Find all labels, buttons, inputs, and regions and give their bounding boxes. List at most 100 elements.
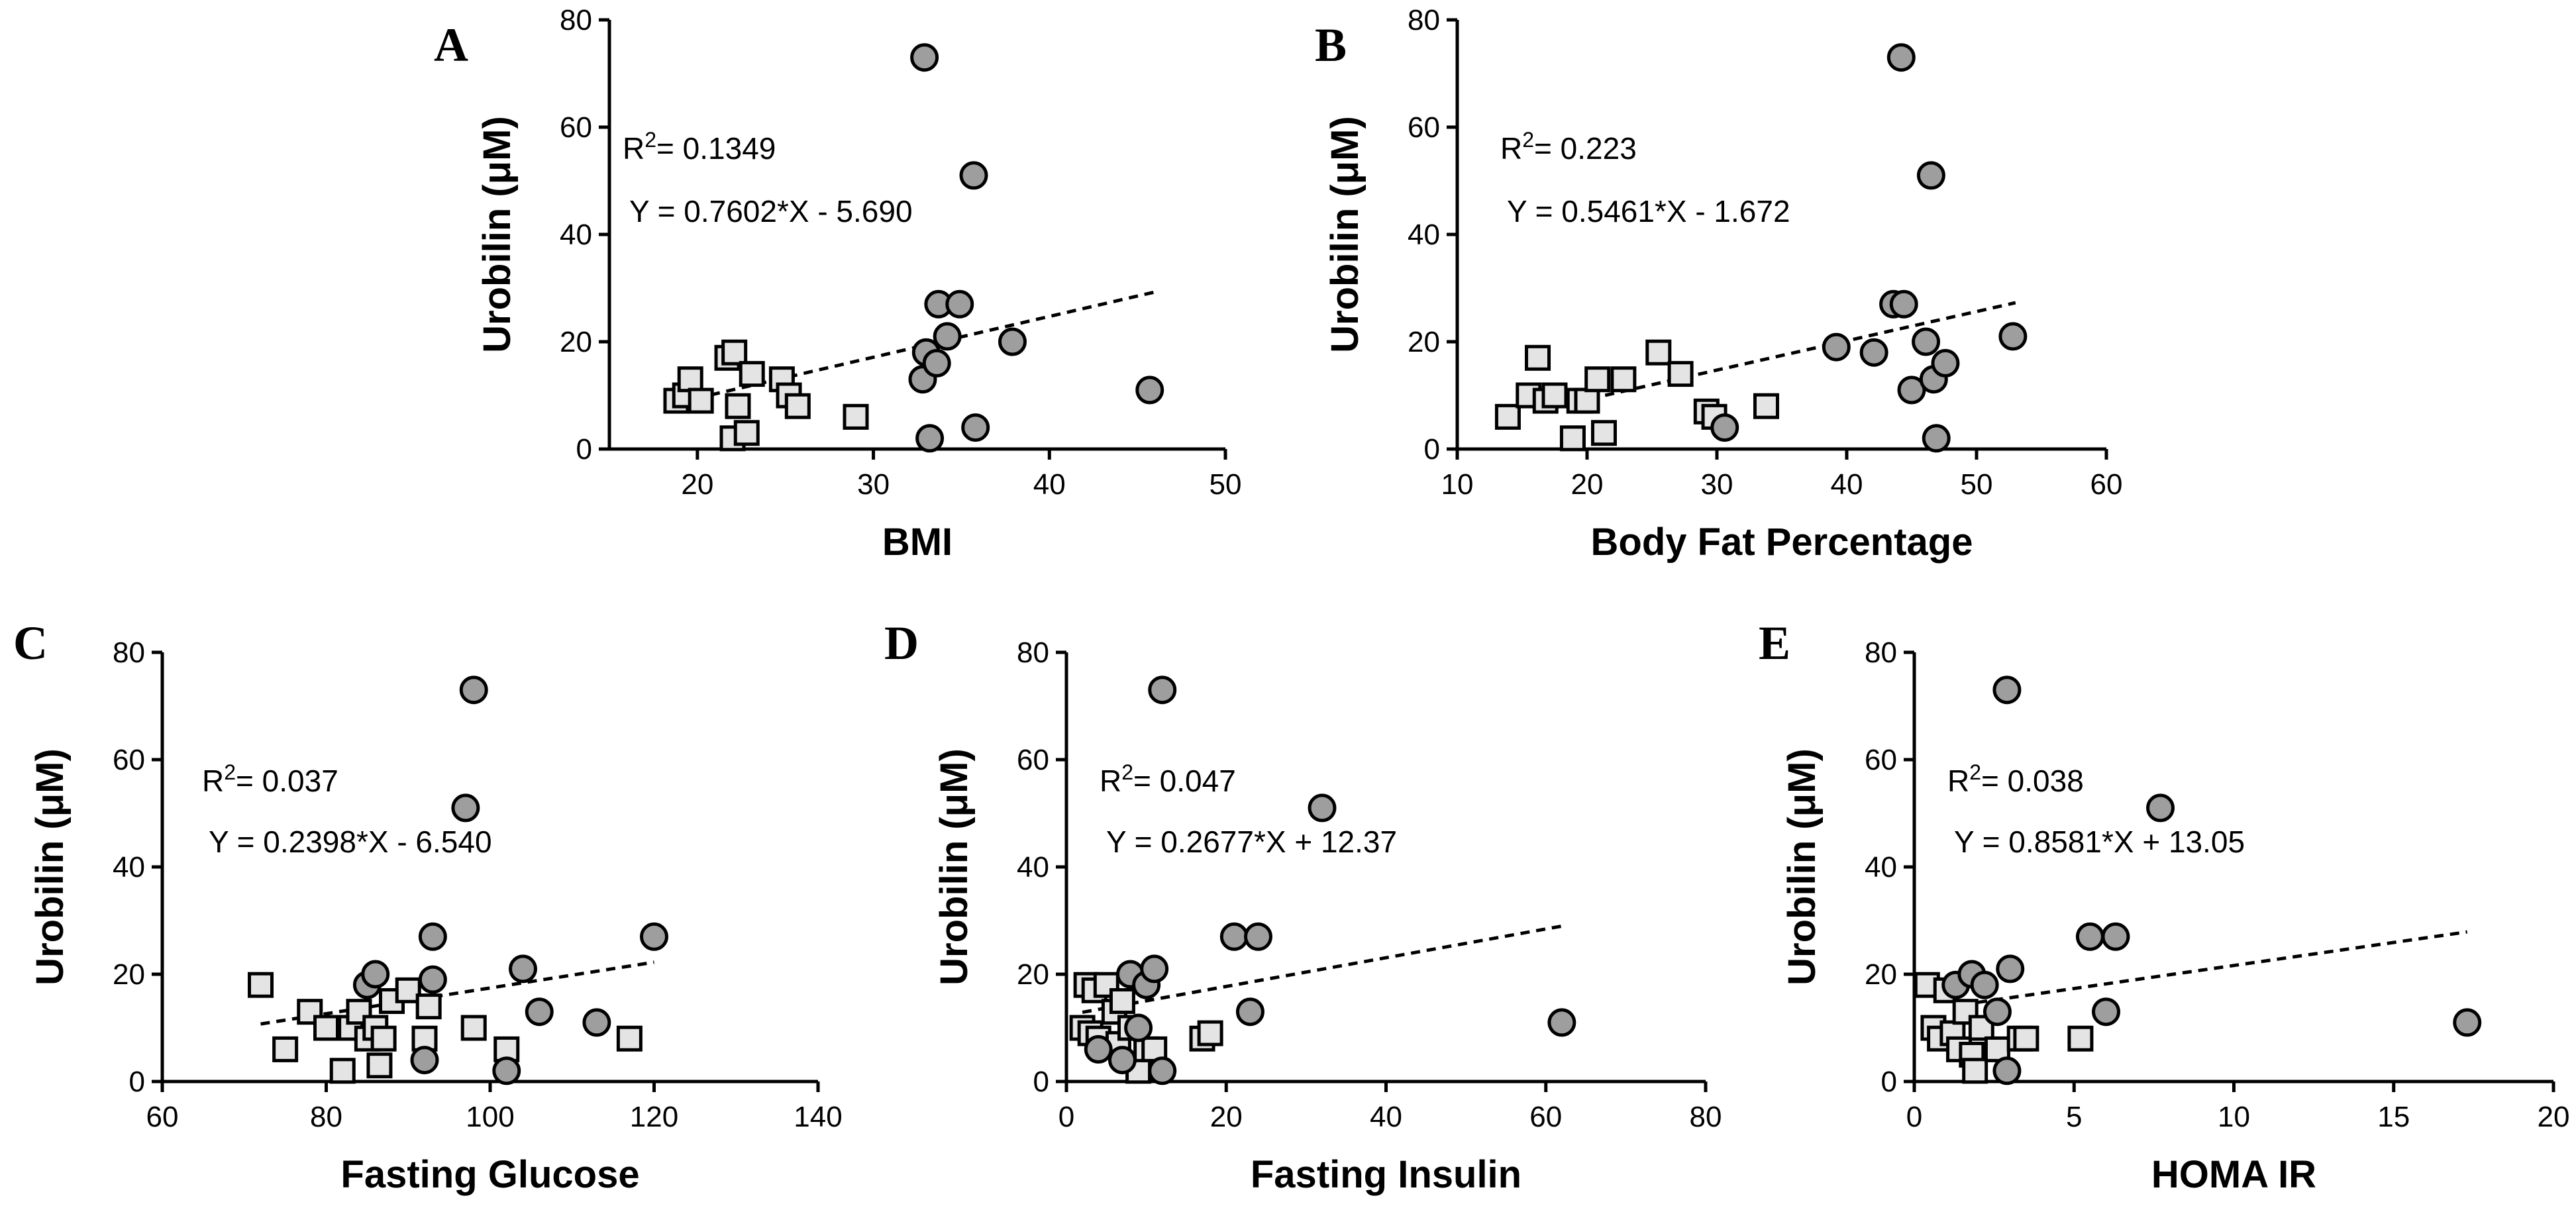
data-point-square [784, 393, 811, 419]
x-tick-label: 60 [2090, 468, 2123, 501]
r-squared-annotation: R2= 0.038 [1947, 760, 2084, 798]
x-axis-label: HOMA IR [2151, 1153, 2316, 1196]
data-point-square [395, 977, 421, 1003]
data-point-circle [1992, 676, 2022, 705]
y-tick-label: 20 [113, 958, 145, 991]
data-point-circle [418, 922, 447, 951]
y-tick-label: 20 [1865, 958, 1897, 991]
x-tick-label: 15 [2377, 1101, 2410, 1133]
data-point-circle [959, 161, 988, 190]
panel-letter: B [1315, 19, 1347, 72]
data-point-square [1541, 382, 1568, 409]
y-tick-label: 80 [560, 4, 592, 36]
data-point-circle [509, 954, 537, 983]
r-squared-annotation: R2= 0.037 [202, 760, 338, 798]
x-tick-label: 120 [630, 1101, 678, 1133]
x-axis-label: Fasting Glucose [340, 1153, 639, 1196]
data-point-square [415, 993, 442, 1020]
data-point-circle [1822, 332, 1851, 362]
data-point-circle [640, 922, 668, 951]
data-point-square [739, 361, 765, 387]
data-point-circle [2075, 922, 2104, 951]
x-tick-label: 10 [1441, 468, 1474, 501]
regression-line [1082, 924, 1563, 1014]
r-squared-annotation: R2= 0.047 [1100, 760, 1236, 798]
data-point-square [1584, 366, 1611, 393]
y-tick-label: 40 [560, 219, 592, 251]
y-tick-label: 0 [1033, 1066, 1049, 1098]
equation-annotation: Y = 0.8581*X + 13.05 [1954, 825, 2245, 859]
r-squared-annotation: R2= 0.1349 [623, 128, 776, 166]
data-point-circle [1931, 348, 1960, 378]
x-tick-label: 40 [1831, 468, 1863, 501]
r-squared-annotation: R2= 0.223 [1500, 128, 1637, 166]
y-tick-label: 80 [1865, 636, 1897, 669]
y-axis-label: Urobilin (μM) [933, 748, 976, 985]
panel-a: A 0 20 40 60 80 20 30 40 50 BMI Urobilin (μM) R2= 0.… [434, 4, 1241, 564]
y-tick-label: 20 [560, 326, 592, 358]
panel-c: C 0 20 40 60 80 60 80 100 120 140 Fasting Glucose Ur… [13, 617, 843, 1196]
data-point-circle [1970, 970, 1999, 999]
data-point-circle [459, 676, 488, 705]
data-point-square [272, 1036, 299, 1062]
regression-line [1573, 301, 2016, 404]
data-point-square [677, 366, 703, 393]
y-axis-label: Urobilin (μM) [476, 116, 519, 353]
y-tick-label: 60 [113, 744, 145, 776]
data-point-circle [910, 43, 939, 72]
data-point-circle [1244, 922, 1272, 951]
x-tick-label: 20 [1571, 468, 1604, 501]
panel-letter: C [13, 617, 48, 670]
equation-annotation: Y = 0.5461*X - 1.672 [1507, 194, 1790, 228]
data-point-square [248, 972, 274, 998]
data-point-square [366, 1052, 393, 1079]
data-point-square [688, 387, 714, 414]
data-point-square [1494, 403, 1521, 430]
x-tick-label: 10 [2218, 1101, 2250, 1133]
data-point-circle [492, 1056, 521, 1085]
y-tick-label: 0 [576, 433, 592, 466]
x-tick-label: 0 [1906, 1101, 1922, 1133]
data-point-circle [961, 413, 990, 442]
x-tick-label: 20 [681, 468, 713, 501]
x-axis-label: BMI [882, 521, 953, 564]
panel-d: D 0 20 40 60 80 0 20 40 60 80 Fasting Insulin Urobil… [884, 617, 1722, 1196]
data-point-square [721, 339, 748, 366]
data-point-circle [2146, 793, 2175, 823]
data-point-circle [525, 997, 554, 1027]
x-tick-label: 60 [146, 1101, 179, 1133]
data-point-square [313, 1015, 339, 1041]
data-point-circle [1889, 289, 1918, 319]
x-tick-label: 50 [1961, 468, 1993, 501]
data-point-circle [1912, 327, 1941, 356]
data-point-square [1962, 1058, 1988, 1084]
y-axis-label: Urobilin (μM) [1323, 116, 1366, 353]
x-axis-label: Fasting Insulin [1251, 1153, 1521, 1196]
data-point-circle [933, 322, 962, 351]
data-point-circle [1996, 954, 2025, 983]
data-point-circle [1235, 997, 1264, 1027]
data-point-circle [418, 965, 447, 994]
y-tick-label: 40 [113, 851, 145, 883]
data-point-circle [1124, 1013, 1153, 1042]
data-point-circle [1922, 424, 1951, 453]
data-point-circle [410, 1046, 439, 1075]
x-tick-label: 140 [794, 1101, 842, 1133]
y-tick-label: 0 [1424, 433, 1440, 466]
data-point-square [370, 1025, 397, 1052]
y-tick-label: 60 [1408, 111, 1440, 144]
data-point-square [411, 1025, 438, 1052]
equation-annotation: Y = 0.7602*X - 5.690 [629, 194, 913, 228]
data-point-circle [1886, 43, 1916, 72]
data-point-circle [1547, 1008, 1576, 1037]
x-tick-label: 30 [1701, 468, 1733, 501]
y-tick-label: 20 [1408, 326, 1440, 358]
data-point-circle [1710, 413, 1739, 442]
x-tick-label: 40 [1370, 1101, 1402, 1133]
data-point-circle [945, 289, 974, 319]
data-point-square [1559, 425, 1586, 452]
x-tick-label: 30 [857, 468, 890, 501]
data-point-square [616, 1025, 643, 1052]
data-point-square [2067, 1025, 2094, 1052]
data-point-circle [1219, 922, 1249, 951]
